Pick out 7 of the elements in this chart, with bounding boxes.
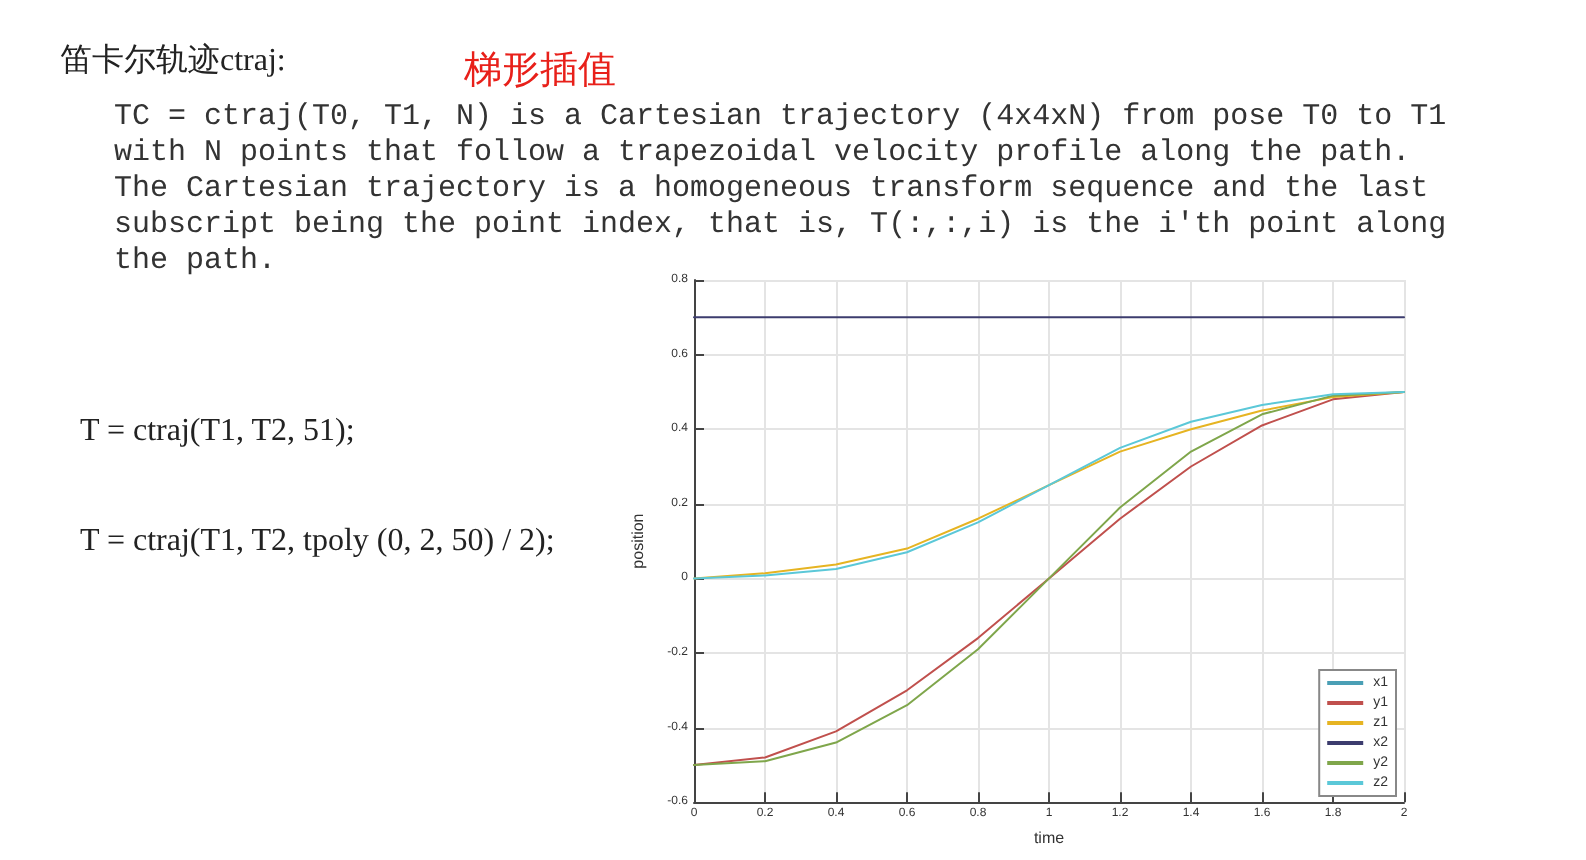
- text: 笛卡尔轨迹ctraj:: [60, 41, 286, 82]
- text: T = ctraj(T1, T2, 51);: [80, 414, 355, 450]
- line-series: [693, 390, 1405, 580]
- y-axis-title: position: [628, 513, 647, 569]
- x-axis-title: time: [1033, 829, 1066, 847]
- chart-subtitle: 梯形插值: [464, 46, 616, 96]
- text: T = ctraj(T1, T2, tpoly (0, 2, 50) / 2);: [80, 524, 555, 560]
